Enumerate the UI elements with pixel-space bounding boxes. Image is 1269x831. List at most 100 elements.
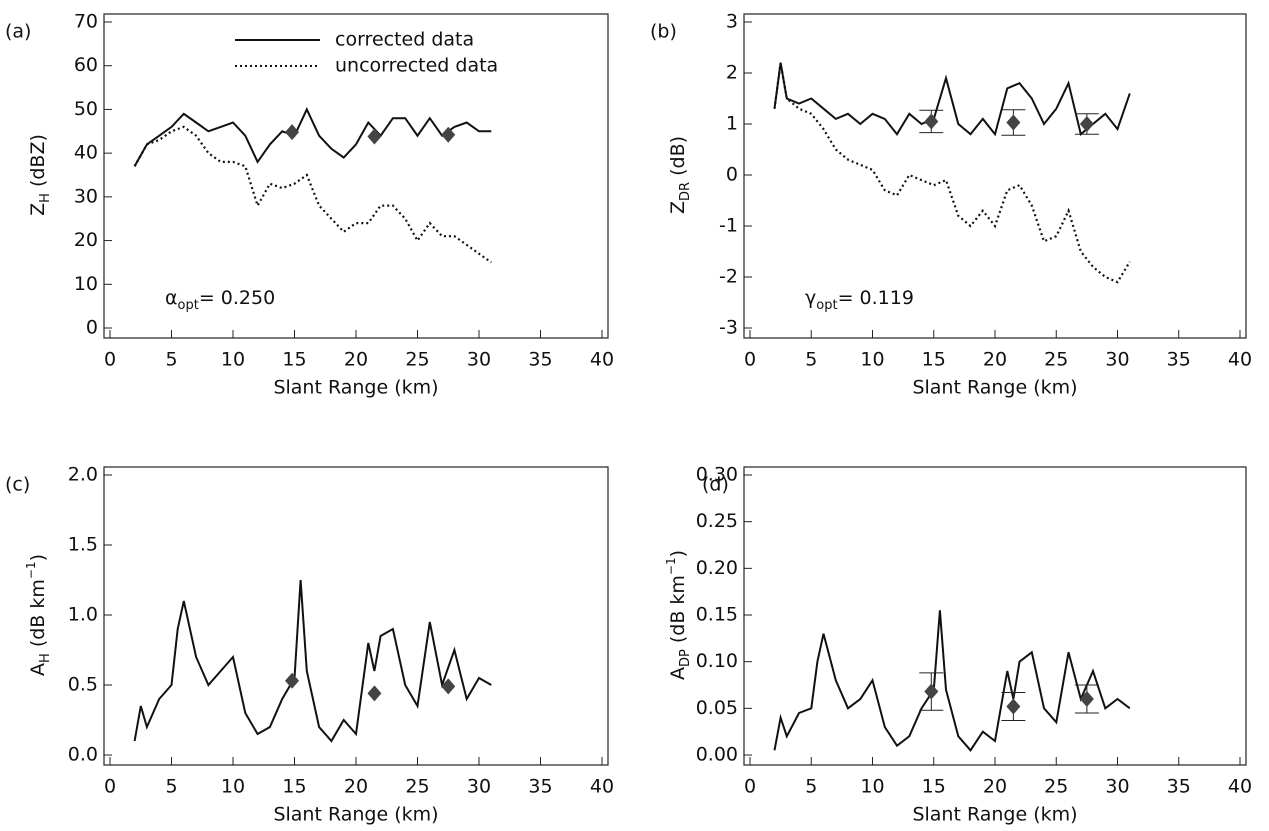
y-tick-label: -2 bbox=[719, 266, 738, 288]
y-tick-label: 0.30 bbox=[696, 464, 738, 486]
x-tick-label: 25 bbox=[1044, 349, 1068, 371]
x-tick-label: 40 bbox=[1228, 776, 1252, 798]
x-tick-label: 30 bbox=[1105, 776, 1129, 798]
x-axis-label: Slant Range (km) bbox=[273, 804, 438, 826]
diamond-marker bbox=[285, 672, 300, 689]
y-tick-label: 30 bbox=[74, 185, 98, 207]
y-tick-label: 0.10 bbox=[696, 650, 738, 672]
x-tick-label: 0 bbox=[104, 349, 116, 371]
diamond-marker bbox=[924, 113, 939, 130]
label-part: −1 bbox=[664, 557, 678, 575]
y-axis-label: ADP (dB km−1) bbox=[664, 550, 694, 680]
x-tick-label: 10 bbox=[221, 349, 245, 371]
x-tick-label: 35 bbox=[1167, 349, 1191, 371]
label-part: H bbox=[38, 653, 53, 663]
label-part: = 0.119 bbox=[838, 287, 914, 309]
panel-label: (c) bbox=[5, 474, 30, 496]
y-axis-label: ZH (dBZ) bbox=[27, 134, 54, 216]
label-part: Z bbox=[667, 201, 689, 214]
label-part: Z bbox=[27, 203, 49, 216]
diamond-marker bbox=[1079, 691, 1094, 707]
x-tick-label: 20 bbox=[983, 349, 1007, 371]
x-tick-label: 30 bbox=[467, 776, 491, 798]
y-tick-label: 0.5 bbox=[68, 674, 98, 696]
y-tick-label: 1.5 bbox=[68, 534, 98, 556]
y-tick-label: 0 bbox=[86, 317, 98, 339]
y-tick-label: 60 bbox=[74, 54, 98, 76]
x-tick-label: 20 bbox=[344, 349, 368, 371]
plot-frame bbox=[743, 13, 1247, 339]
diamond-marker bbox=[367, 685, 382, 702]
x-tick-label: 5 bbox=[805, 349, 817, 371]
annotation: αopt= 0.250 bbox=[165, 287, 275, 314]
data-line bbox=[133, 107, 492, 167]
x-tick-label: 25 bbox=[1044, 776, 1068, 798]
x-tick-label: 10 bbox=[221, 776, 245, 798]
plot-frame bbox=[743, 466, 1247, 766]
data-line bbox=[773, 62, 1131, 137]
label-part: γ bbox=[805, 287, 816, 309]
y-tick-label: 0.20 bbox=[696, 557, 738, 579]
label-part: ) bbox=[667, 550, 689, 557]
legend-label: uncorrected data bbox=[335, 55, 498, 77]
annotation: γopt= 0.119 bbox=[805, 287, 914, 314]
label-part: (dB km bbox=[667, 575, 689, 649]
x-tick-label: 15 bbox=[922, 349, 946, 371]
y-tick-label: 3 bbox=[726, 11, 738, 33]
x-tick-label: 10 bbox=[860, 349, 884, 371]
y-tick-label: 2.0 bbox=[68, 464, 98, 486]
x-tick-label: 25 bbox=[405, 349, 429, 371]
y-tick-label: 40 bbox=[74, 142, 98, 164]
y-tick-label: 20 bbox=[74, 229, 98, 251]
x-axis-label: Slant Range (km) bbox=[273, 377, 438, 399]
x-tick-label: 15 bbox=[282, 349, 306, 371]
panel-label: (d) bbox=[702, 474, 729, 496]
x-tick-label: 30 bbox=[1105, 349, 1129, 371]
y-tick-label: 1.0 bbox=[68, 604, 98, 626]
x-tick-label: 40 bbox=[590, 776, 614, 798]
x-tick-label: 30 bbox=[467, 349, 491, 371]
x-tick-label: 0 bbox=[744, 349, 756, 371]
label-part: opt bbox=[816, 298, 837, 313]
y-tick-label: 0.00 bbox=[696, 744, 738, 766]
diamond-marker bbox=[441, 126, 456, 143]
diamond-marker bbox=[1006, 114, 1021, 131]
diamond-marker bbox=[367, 128, 382, 145]
y-tick-label: 0.0 bbox=[68, 744, 98, 766]
label-part: −1 bbox=[24, 561, 38, 579]
y-tick-label: 0.05 bbox=[696, 697, 738, 719]
x-tick-label: 0 bbox=[104, 776, 116, 798]
y-tick-label: 0.15 bbox=[696, 604, 738, 626]
x-tick-label: 20 bbox=[344, 776, 368, 798]
y-tick-label: 10 bbox=[74, 273, 98, 295]
label-part: (dBZ) bbox=[27, 134, 49, 193]
label-part: = 0.250 bbox=[199, 287, 275, 309]
x-tick-label: 5 bbox=[165, 349, 177, 371]
x-tick-label: 20 bbox=[983, 776, 1007, 798]
x-tick-label: 10 bbox=[860, 776, 884, 798]
y-axis-label: ZDR (dB) bbox=[667, 136, 694, 214]
label-part: α bbox=[165, 287, 178, 309]
data-line bbox=[773, 62, 1131, 284]
diamond-marker bbox=[441, 678, 456, 695]
label-part: H bbox=[38, 193, 53, 203]
x-tick-label: 35 bbox=[528, 776, 552, 798]
diamond-marker bbox=[1079, 116, 1094, 132]
label-part: A bbox=[27, 663, 49, 676]
data-line bbox=[773, 610, 1131, 752]
data-line bbox=[133, 579, 492, 743]
x-tick-label: 40 bbox=[1228, 349, 1252, 371]
y-tick-label: 2 bbox=[726, 62, 738, 84]
y-tick-label: -1 bbox=[719, 215, 738, 237]
panel-label: (b) bbox=[650, 21, 677, 43]
y-axis-label: AH (dB km−1) bbox=[24, 554, 54, 676]
y-tick-label: 50 bbox=[74, 98, 98, 120]
diamond-marker bbox=[1006, 698, 1021, 715]
y-tick-label: -3 bbox=[719, 317, 738, 339]
diamond-marker bbox=[285, 124, 300, 141]
y-tick-label: 70 bbox=[74, 11, 98, 33]
label-part: ) bbox=[27, 554, 49, 561]
label-part: DR bbox=[678, 182, 693, 201]
label-part: DP bbox=[678, 649, 693, 667]
